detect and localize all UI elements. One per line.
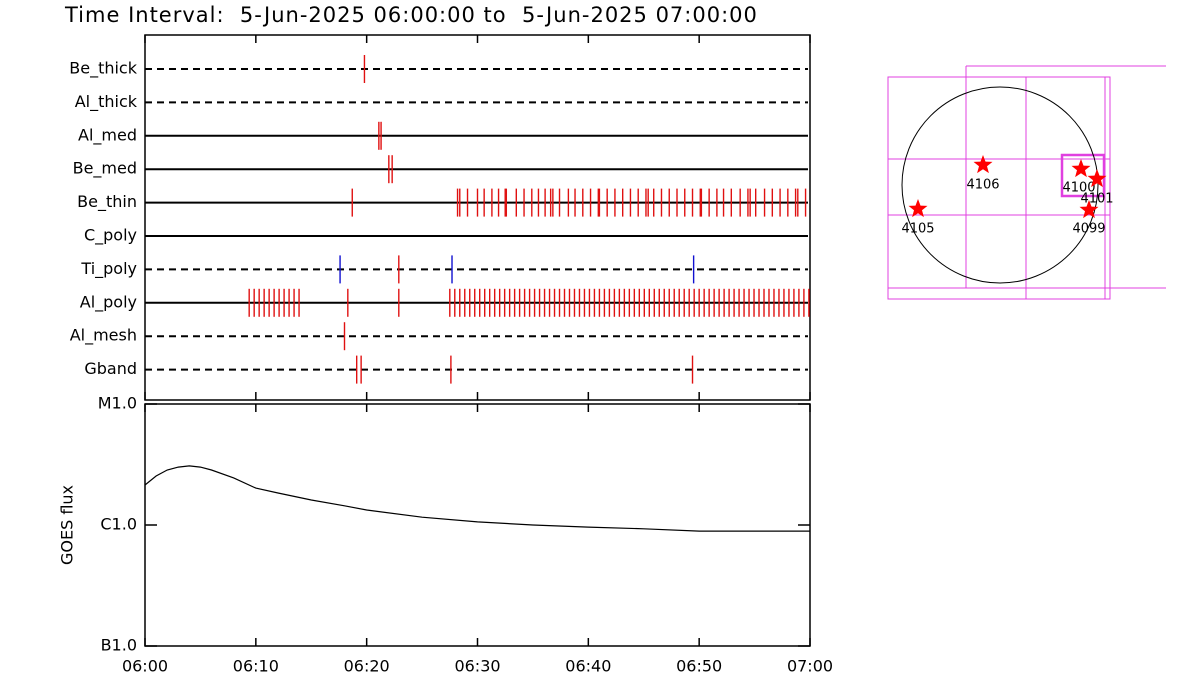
row-label: Al_mesh (70, 326, 137, 346)
region-star (908, 199, 928, 218)
y-tick-label: M1.0 (98, 394, 137, 413)
region-label: 4101 (1080, 192, 1113, 207)
solar-limb (901, 86, 1099, 284)
row-label: Be_med (73, 159, 137, 179)
region-label: 4099 (1072, 222, 1105, 237)
timeline-frame (144, 34, 811, 401)
map-boxes (887, 65, 1166, 300)
region-star (1079, 200, 1099, 219)
region-label: 4106 (966, 178, 999, 193)
x-tick-label: 06:20 (344, 657, 390, 676)
row-label: Al_thick (75, 92, 138, 112)
target-box (1060, 153, 1106, 198)
x-tick-label: 06:10 (233, 657, 279, 676)
row-label: Ti_poly (80, 259, 137, 279)
goes-frame (144, 403, 811, 647)
region-label: 4100 (1062, 181, 1095, 196)
row-label: C_poly (84, 226, 137, 246)
x-tick-label: 06:00 (122, 657, 168, 676)
row-label: Al_med (78, 125, 137, 145)
row-label: Be_thin (77, 192, 137, 212)
x-tick-label: 06:50 (676, 657, 722, 676)
panel-frames (144, 34, 811, 647)
x-tick-label: 07:00 (787, 657, 833, 676)
row-label: Al_poly (80, 292, 137, 312)
region-label: 4105 (901, 222, 934, 237)
goes-curve (144, 465, 810, 532)
region-star (973, 155, 993, 174)
region-star (1087, 169, 1107, 188)
region-star (1071, 159, 1091, 178)
fov-box (887, 76, 1111, 300)
x-tick-label: 06:40 (565, 657, 611, 676)
y-tick-label: B1.0 (101, 636, 137, 655)
title: Time Interval: 5-Jun-2025 06:00:00 to 5-… (64, 3, 758, 27)
y-tick-label: C1.0 (100, 515, 137, 534)
y-axis-label: GOES flux (58, 485, 77, 565)
x-tick-label: 06:30 (454, 657, 500, 676)
row-label: Gband (84, 359, 137, 378)
row-label: Be_thick (69, 59, 137, 79)
